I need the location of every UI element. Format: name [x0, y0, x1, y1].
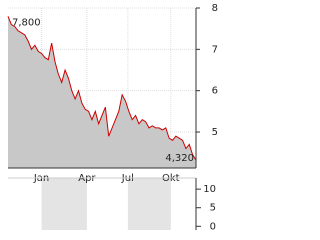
- y-tick-label: 5: [212, 127, 218, 138]
- band: [41, 178, 87, 230]
- price-line: [7, 16, 197, 161]
- value-label: 7,800: [12, 17, 41, 28]
- y-tick-label: 0: [210, 221, 216, 232]
- value-label: 4,320: [165, 153, 194, 164]
- area: [8, 16, 196, 168]
- y-tick-label: 10: [203, 184, 216, 195]
- y-tick-label: 5: [210, 203, 216, 214]
- y-tick-label: 7: [212, 44, 218, 55]
- y-tick-label: 6: [212, 86, 218, 97]
- y-tick-label: 8: [212, 3, 218, 14]
- band: [127, 178, 171, 230]
